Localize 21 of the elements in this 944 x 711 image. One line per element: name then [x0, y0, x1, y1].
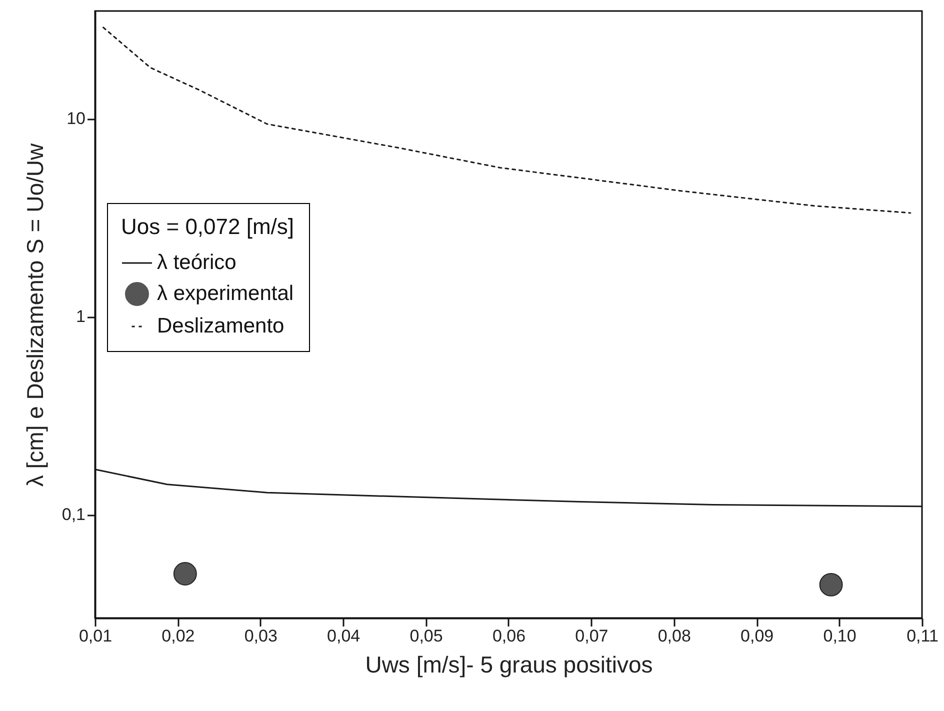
x-tick-label: 0,06 — [492, 626, 526, 646]
x-tick-label: 0,10 — [823, 626, 856, 646]
legend-title: Uos = 0,072 [m/s] — [121, 214, 294, 239]
legend-label: λ teórico — [157, 251, 236, 274]
x-tick-label: 0,11 — [906, 626, 938, 646]
x-tick-label: 0,03 — [244, 626, 278, 646]
x-tick-label: 0,07 — [575, 626, 608, 646]
y-axis-title: λ [cm] e Deslizamento S = Uo/Uw — [22, 143, 48, 487]
x-tick-label: 0,08 — [658, 626, 691, 646]
legend-label: Deslizamento — [157, 314, 284, 338]
line-series — [102, 26, 912, 214]
y-tick-label: 0,1 — [62, 505, 86, 524]
x-tick-label: 0,01 — [78, 626, 112, 646]
x-tick-label: 0,02 — [162, 626, 195, 646]
legend-label: λ experimental — [157, 282, 294, 305]
x-axis-title: Uws [m/s]- 5 graus positivos — [365, 652, 653, 678]
x-tick-label: 0,04 — [327, 626, 360, 646]
y-tick-label: 1 — [76, 307, 86, 326]
x-tick-label: 0,09 — [740, 626, 774, 646]
x-tick-label: 0,05 — [410, 626, 443, 646]
y-tick-label: 10 — [66, 109, 86, 128]
